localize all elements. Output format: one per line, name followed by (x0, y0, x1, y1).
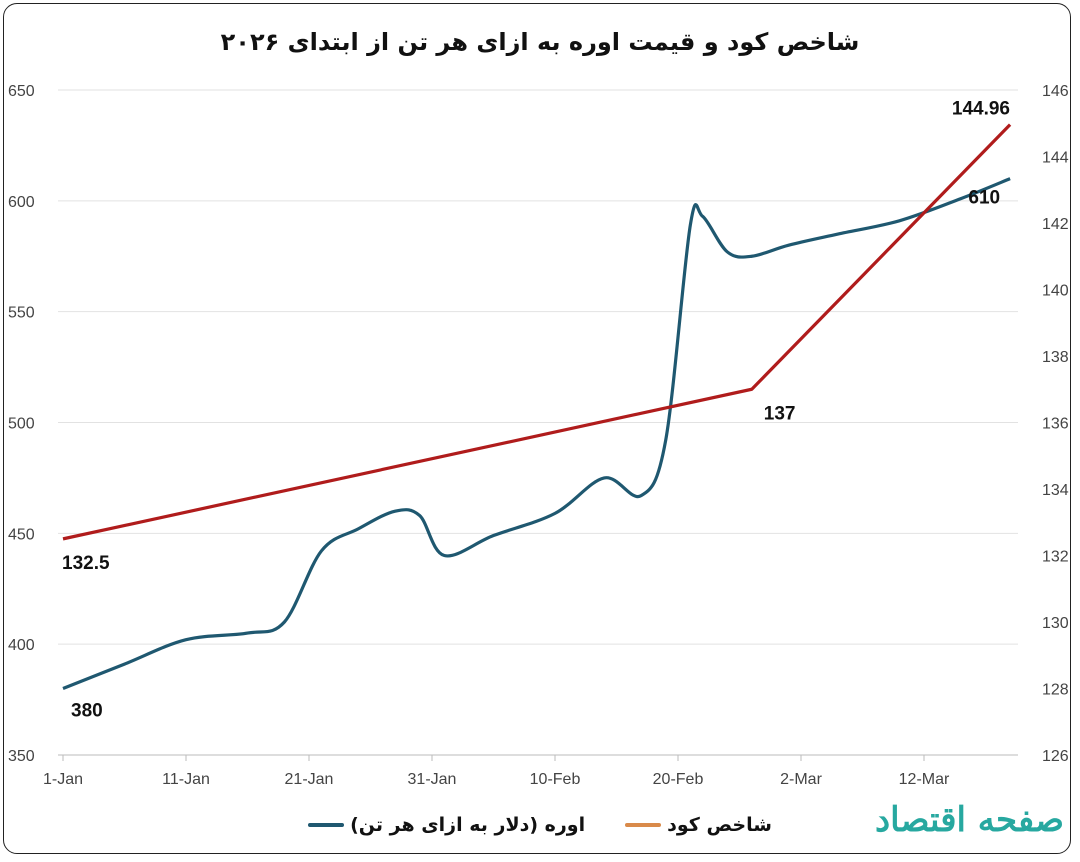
y-right-tick-label: 138 (1042, 349, 1069, 366)
legend-label: اوره (دلار به ازای هر تن) (350, 814, 586, 836)
x-tick-label: 20-Feb (653, 771, 704, 788)
chart-frame (3, 3, 1071, 854)
legend: شاخص کود اوره (دلار به ازای هر تن) (0, 814, 1080, 836)
legend-label: شاخص کود (667, 814, 772, 836)
x-tick-label: 1-Jan (43, 771, 83, 788)
fertilizer-index-line (62, 123, 1012, 541)
data-label: 132.5 (62, 553, 110, 574)
y-right-tick-label: 134 (1042, 482, 1069, 499)
y-left-tick-label: 500 (8, 416, 35, 433)
chart-title: شاخص کود و قیمت اوره به ازای هر تن از اب… (220, 28, 860, 56)
legend-swatch (308, 823, 345, 827)
y-left-tick-label: 400 (8, 637, 35, 654)
y-right-tick-label: 144 (1042, 150, 1069, 167)
x-tick-label: 21-Jan (285, 771, 334, 788)
legend-item-urea: اوره (دلار به ازای هر تن) (308, 814, 585, 836)
y-right-tick-label: 128 (1042, 682, 1069, 699)
y-right-tick-label: 132 (1042, 549, 1069, 566)
logo: صفحه اقتصاد (874, 800, 1064, 840)
y-right-tick-label: 140 (1042, 283, 1069, 300)
data-label: 137 (764, 403, 796, 424)
y-left-tick-label: 650 (8, 83, 35, 100)
data-label: 380 (71, 701, 103, 722)
data-label: 610 (968, 188, 1000, 209)
data-label: 144.96 (952, 99, 1010, 120)
y-left-tick-label: 450 (8, 526, 35, 543)
y-left-tick-label: 350 (8, 748, 35, 765)
y-right-tick-label: 136 (1042, 416, 1069, 433)
y-right-tick-label: 142 (1042, 216, 1069, 233)
urea-price-line (62, 177, 1011, 690)
y-right-tick-label: 130 (1042, 615, 1069, 632)
y-right-tick-label: 146 (1042, 83, 1069, 100)
legend-swatch (625, 823, 662, 827)
x-tick-label: 31-Jan (408, 771, 457, 788)
x-tick-label: 2-Mar (780, 771, 822, 788)
y-right-tick-label: 126 (1042, 748, 1069, 765)
legend-item-fertilizer-index: شاخص کود (625, 814, 772, 836)
x-tick-label: 11-Jan (162, 771, 210, 788)
x-tick-label: 12-Mar (899, 771, 950, 788)
y-left-tick-label: 600 (8, 194, 35, 211)
x-tick-label: 10-Feb (530, 771, 581, 788)
y-left-tick-label: 550 (8, 305, 35, 322)
